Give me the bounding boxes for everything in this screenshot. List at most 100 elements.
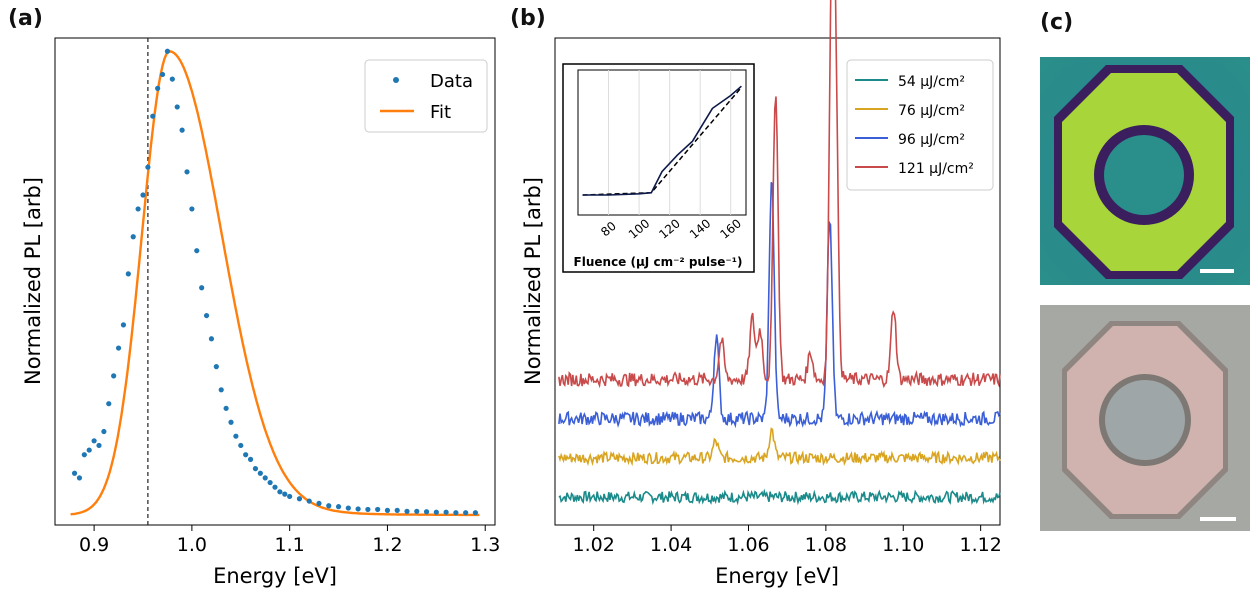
panel-a-data-point: [277, 489, 283, 495]
panel-a-data-point: [199, 285, 205, 291]
inset-background: [562, 63, 755, 273]
panel-b-axes-frame: [554, 37, 1001, 526]
panel-a-data-point: [375, 506, 381, 513]
panel-a-data-point: [228, 419, 234, 425]
panel-a-data-points: [71, 48, 479, 516]
panel-b-tick-label: 1.10: [882, 534, 924, 556]
panel-a-data-point: [262, 475, 268, 481]
panel-a-chart: 0.9 1.0 1.1 1.2 1.3 Energy [eV] Normalized P…: [21, 37, 500, 588]
panel-a-data-point: [233, 433, 239, 439]
panel-a-data-point: [384, 507, 391, 513]
inset-x-axis-label: Fluence (μJ cm⁻² pulse⁻¹): [574, 255, 743, 269]
panel-a-data-point: [433, 509, 439, 515]
panel-a-data-point: [414, 508, 420, 514]
panel-b-chart: 1.02 1.04 1.06 1.08 1.10 1.12 Energy [eV] Nor…: [521, 0, 1002, 588]
panel-a-data-point: [120, 322, 127, 328]
panel-a-data-point: [316, 500, 322, 507]
panel-a-data-point: [155, 85, 161, 91]
panel-b-tick-label: 1.02: [573, 534, 615, 556]
panel-a-data-point: [71, 470, 78, 476]
panel-a-data-point: [184, 169, 190, 175]
panel-a-data-point: [76, 475, 83, 481]
panel-b-x-ticks: 1.02 1.04 1.06 1.08 1.10 1.12: [573, 525, 1002, 556]
panel-a-legend-data-label: Data: [430, 71, 473, 92]
panel-a-data-point: [247, 456, 254, 462]
panel-a-data-point: [272, 484, 278, 490]
panel-a-data-point: [223, 405, 229, 411]
panel-a-data-point: [463, 510, 469, 516]
panel-a-legend-data-marker: [393, 77, 399, 83]
panel-b-tick-label: 1.06: [727, 534, 769, 556]
panel-a-data-point: [472, 510, 479, 516]
panel-a-data-point: [174, 104, 180, 110]
panel-a-data-point: [135, 206, 141, 212]
panel-b-legend-box: [846, 59, 994, 191]
inset-measured-line: [582, 85, 742, 196]
panel-a-data-point: [106, 401, 112, 407]
panel-a-data-point: [208, 336, 215, 342]
panel-a-y-axis-label: Normalized PL [arb]: [21, 177, 45, 385]
panel-a-data-point: [125, 271, 131, 277]
panel-a-data-point: [443, 509, 449, 515]
panel-a-data-point: [267, 479, 273, 486]
panel-a-data-point: [296, 496, 303, 502]
pl-map-image: [1040, 57, 1250, 285]
panel-a-data-point: [238, 442, 244, 449]
panel-b-x-axis-label: Energy [eV]: [715, 564, 839, 588]
panel-a-data-point: [252, 466, 259, 472]
panel-a-x-axis-label: Energy [eV]: [213, 564, 337, 588]
panel-a-data-point: [287, 493, 293, 500]
panel-a-data-point: [96, 442, 102, 449]
panel-a-legend-fit-label: Fit: [430, 102, 451, 123]
panel-a-tick-label: 0.9: [79, 534, 109, 556]
panel-b-legend-label: 121 μJ/cm²: [898, 161, 974, 177]
panel-a-data-point: [91, 438, 97, 444]
panel-a-x-ticks: 0.9 1.0 1.1 1.2 1.3: [79, 525, 500, 556]
panel-a-data-point: [306, 498, 312, 504]
panel-a-axes-frame: [54, 37, 496, 526]
panel-a-data-point: [81, 452, 87, 458]
panel-a-data-point: [203, 312, 210, 319]
panel-a-data-point: [404, 508, 410, 514]
panel-b-tick-label: 1.12: [959, 534, 1001, 556]
panel-a-data-point: [355, 506, 361, 512]
panel-c-label: (c): [1040, 10, 1074, 35]
panel-b-spectrum-line: [558, 427, 1001, 467]
panel-a-tick-label: 1.0: [177, 534, 207, 556]
panel-a-data-point: [101, 428, 107, 435]
panel-b-y-axis-label: Normalized PL [arb]: [521, 177, 545, 385]
panel-a-data-point: [140, 192, 146, 198]
panel-a-data-point: [164, 48, 171, 54]
panel-a-data-point: [145, 164, 151, 170]
panel-a-data-point: [218, 387, 224, 393]
panel-b-spectrum-line: [558, 0, 1001, 389]
inset-gridlines: [608, 70, 732, 215]
panel-a-data-point: [282, 491, 288, 497]
panel-a-data-point: [115, 345, 122, 351]
panel-a-data-point: [179, 127, 185, 133]
panel-a-data-point: [150, 113, 156, 119]
panel-b-spectrum-line: [558, 182, 1001, 429]
panel-a-data-point: [169, 76, 175, 82]
ring-center: [1104, 135, 1184, 215]
panel-b-tick-label: 1.04: [650, 534, 692, 556]
scale-bar-bottom: [1200, 517, 1236, 521]
panel-a-fit-line: [70, 50, 480, 517]
panel-a-data-point: [130, 234, 136, 240]
panel-a-data-point: [394, 507, 400, 513]
panel-b-label: (b): [510, 6, 546, 31]
panel-b-legend: 54 μJ/cm² 76 μJ/cm² 96 μJ/cm² 121 μJ/cm²: [855, 74, 974, 177]
panel-a-data-point: [243, 452, 249, 458]
panel-a-label: (a): [8, 6, 43, 31]
panel-b-inset: 80 100 120 140 160 Fluence (μJ cm⁻² pulse⁻¹): [562, 63, 755, 273]
panel-a-data-point: [453, 510, 459, 516]
inset-axes-frame: [577, 69, 747, 216]
panel-b-legend-label: 96 μJ/cm²: [898, 132, 965, 148]
panel-a-tick-label: 1.2: [372, 534, 402, 556]
panel-a-data-point: [335, 504, 342, 510]
panel-a-data-point: [213, 364, 219, 370]
panel-b-legend-label: 54 μJ/cm²: [898, 74, 965, 90]
panel-b-tick-label: 1.08: [805, 534, 847, 556]
scale-bar-top: [1200, 269, 1234, 273]
